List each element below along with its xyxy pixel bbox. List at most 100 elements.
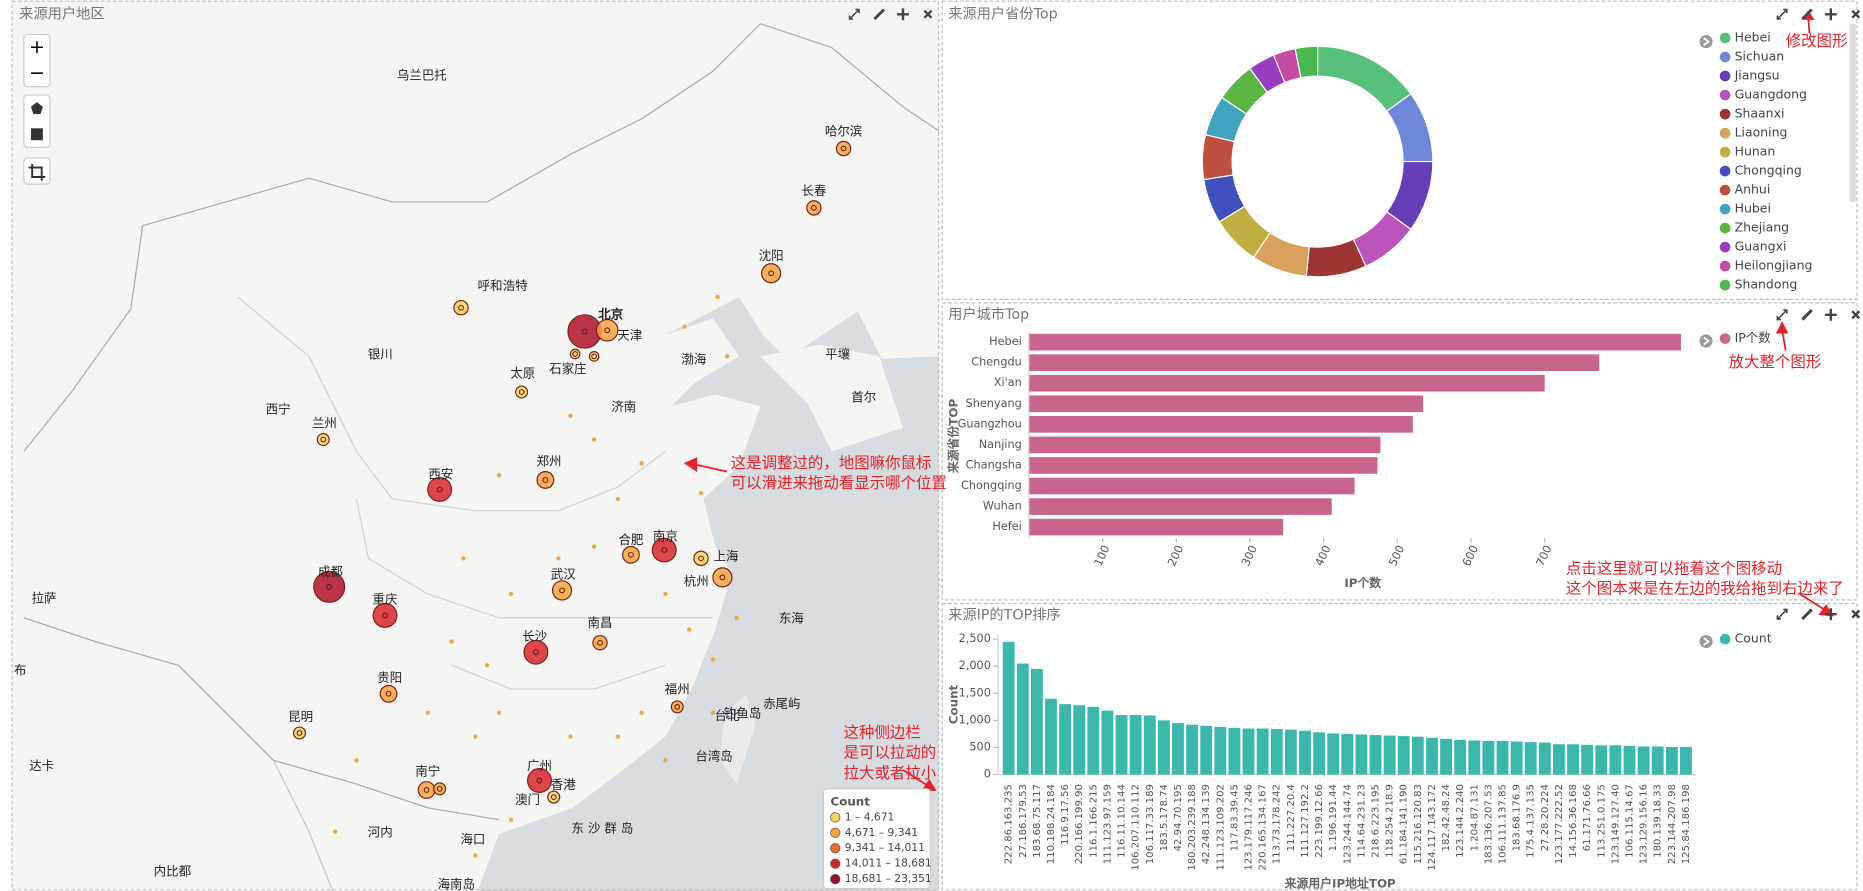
map-marker[interactable] (536, 471, 555, 489)
bar[interactable] (1383, 735, 1396, 775)
bar[interactable] (1030, 668, 1043, 775)
legend-label[interactable]: Chongqing (1735, 163, 1802, 178)
bar[interactable] (1482, 740, 1495, 775)
legend-swatch[interactable] (1719, 165, 1731, 177)
map-marker[interactable] (588, 351, 600, 362)
bar[interactable] (1087, 706, 1100, 775)
edit-icon[interactable] (1801, 309, 1813, 321)
legend-label[interactable]: Hunan (1735, 144, 1776, 159)
bar[interactable] (1028, 395, 1424, 413)
bar[interactable] (1028, 436, 1381, 454)
legend-swatch[interactable] (1719, 51, 1731, 63)
map-marker[interactable] (569, 348, 581, 360)
pie-slice[interactable] (1201, 133, 1236, 181)
bar[interactable] (1369, 735, 1382, 775)
map-marker[interactable] (712, 567, 733, 588)
map-marker[interactable] (453, 299, 469, 316)
legend-toggle[interactable] (1699, 334, 1713, 348)
panel-toolbar[interactable] (848, 8, 933, 21)
rect-tool[interactable] (30, 128, 43, 141)
legend-scrollbar[interactable] (1849, 23, 1856, 202)
legend-swatch[interactable] (1719, 32, 1731, 44)
map-marker[interactable] (551, 580, 573, 601)
bar[interactable] (1524, 742, 1537, 775)
legend-toggle[interactable] (1699, 634, 1713, 649)
bar[interactable] (1665, 746, 1678, 775)
map-marker[interactable] (592, 634, 608, 651)
expand-icon[interactable] (1776, 8, 1788, 20)
panel-toolbar[interactable] (1776, 308, 1861, 321)
map-marker[interactable] (835, 140, 852, 157)
bar[interactable] (1595, 745, 1608, 775)
move-icon[interactable] (1824, 308, 1837, 321)
bar[interactable] (1028, 354, 1600, 372)
bar[interactable] (1059, 704, 1072, 775)
legend-toggle[interactable] (1699, 35, 1713, 49)
bar[interactable] (1214, 726, 1227, 775)
legend-label[interactable]: Zhejiang (1735, 220, 1790, 235)
map-marker[interactable] (313, 570, 346, 603)
bar[interactable] (1028, 416, 1413, 433)
legend-label[interactable]: Shaanxi (1735, 106, 1785, 121)
map-marker[interactable] (693, 550, 709, 567)
legend-swatch[interactable] (1719, 222, 1731, 234)
legend-toggle-arrow[interactable] (1703, 37, 1710, 46)
legend-swatch[interactable] (1719, 241, 1731, 253)
legend-swatch[interactable] (1719, 108, 1731, 120)
bar[interactable] (1623, 745, 1636, 775)
map-marker[interactable] (526, 768, 552, 793)
bar[interactable] (1553, 744, 1565, 775)
bar[interactable] (1355, 734, 1368, 775)
bar[interactable] (1581, 744, 1594, 775)
pie-slice[interactable] (1317, 45, 1412, 113)
legend-label[interactable]: Guangxi (1735, 239, 1787, 254)
legend-swatch[interactable] (1719, 184, 1731, 196)
legend-label[interactable]: Liaoning (1735, 125, 1788, 140)
legend-swatch[interactable] (1719, 333, 1731, 344)
map-marker[interactable] (427, 476, 453, 502)
bar[interactable] (1028, 374, 1545, 392)
bar[interactable] (1115, 714, 1128, 775)
bar[interactable] (1299, 730, 1311, 775)
map-marker[interactable] (515, 385, 529, 399)
legend-swatch[interactable] (1719, 146, 1731, 158)
zoom-box[interactable] (23, 33, 51, 88)
legend-label[interactable]: Heilongjiang (1735, 258, 1813, 273)
map-marker[interactable] (316, 433, 330, 447)
bar[interactable] (1200, 725, 1213, 775)
bar[interactable] (1129, 714, 1142, 775)
bar[interactable] (1680, 746, 1692, 775)
bar[interactable] (1028, 477, 1355, 495)
polygon-tool[interactable] (30, 102, 43, 115)
bar[interactable] (1468, 740, 1481, 775)
bar[interactable] (1341, 733, 1354, 775)
legend-swatch[interactable] (1719, 203, 1731, 215)
edit-icon[interactable] (1801, 8, 1813, 21)
map-marker[interactable] (433, 782, 447, 796)
bar[interactable] (1157, 720, 1170, 775)
map-marker[interactable] (547, 790, 561, 804)
bar[interactable] (1186, 724, 1199, 775)
legend-label[interactable]: Hebei (1735, 30, 1771, 45)
legend-swatch[interactable] (1719, 70, 1731, 82)
move-icon[interactable] (1824, 608, 1837, 621)
bar[interactable] (1045, 698, 1057, 775)
bar[interactable] (1002, 641, 1015, 775)
legend-label[interactable]: Hubei (1735, 201, 1771, 216)
bar[interactable] (1270, 729, 1283, 775)
bar[interactable] (1028, 498, 1332, 515)
legend-swatch[interactable] (1719, 260, 1731, 272)
map-marker[interactable] (806, 200, 822, 216)
legend-label[interactable]: Sichuan (1735, 49, 1785, 64)
legend-label[interactable]: Guangdong (1735, 87, 1807, 102)
legend-swatch[interactable] (1719, 127, 1731, 139)
edit-icon[interactable] (873, 8, 886, 21)
bar[interactable] (1073, 705, 1086, 775)
map-marker[interactable] (292, 726, 307, 740)
bar[interactable] (1228, 727, 1241, 775)
bar[interactable] (1426, 737, 1438, 775)
bar[interactable] (1411, 736, 1424, 775)
legend-swatch[interactable] (1719, 279, 1731, 291)
legend-label[interactable]: Jiangsu (1734, 68, 1780, 83)
map-marker[interactable] (379, 684, 398, 703)
